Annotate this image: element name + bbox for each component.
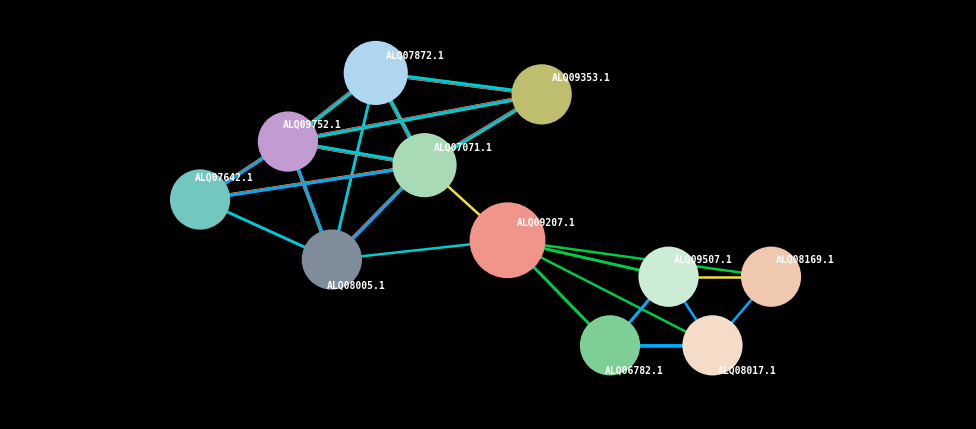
Text: ALQ08017.1: ALQ08017.1 (717, 366, 776, 376)
Ellipse shape (393, 134, 456, 196)
Ellipse shape (470, 203, 545, 277)
Ellipse shape (742, 248, 800, 306)
Text: ALQ07872.1: ALQ07872.1 (386, 51, 444, 61)
Ellipse shape (171, 170, 229, 229)
Ellipse shape (581, 316, 639, 375)
Text: ALQ09207.1: ALQ09207.1 (517, 218, 576, 228)
Text: ALQ07071.1: ALQ07071.1 (434, 143, 493, 153)
Ellipse shape (303, 230, 361, 289)
Text: ALQ09507.1: ALQ09507.1 (673, 254, 732, 265)
Ellipse shape (345, 42, 407, 104)
Ellipse shape (639, 248, 698, 306)
Text: ALQ06782.1: ALQ06782.1 (605, 366, 664, 376)
Ellipse shape (259, 112, 317, 171)
Text: ALQ07642.1: ALQ07642.1 (195, 173, 254, 183)
Ellipse shape (683, 316, 742, 375)
Ellipse shape (512, 65, 571, 124)
Text: ALQ08169.1: ALQ08169.1 (776, 254, 834, 265)
Text: ALQ09752.1: ALQ09752.1 (283, 119, 342, 130)
Text: ALQ09353.1: ALQ09353.1 (551, 72, 610, 82)
Text: ALQ08005.1: ALQ08005.1 (327, 280, 386, 290)
